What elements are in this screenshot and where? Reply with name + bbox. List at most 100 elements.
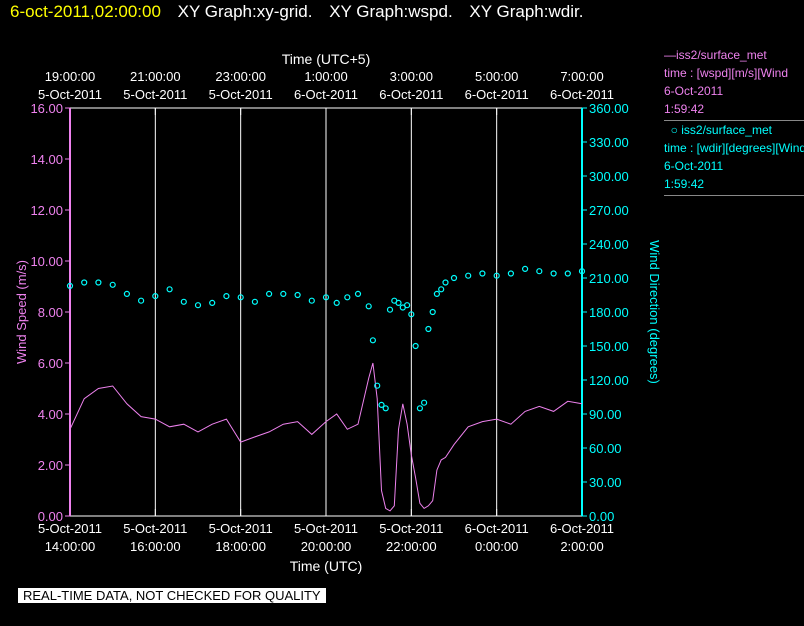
top-tick-date: 6-Oct-2011 (379, 87, 443, 102)
x-tick-time: 2:00:00 (560, 539, 603, 554)
wind-direction-point (308, 297, 315, 304)
wind-direction-point (465, 272, 472, 279)
x-tick-time: 14:00:00 (45, 539, 96, 554)
top-tick-date: 6-Oct-2011 (550, 87, 614, 102)
x-tick-time: 0:00:00 (475, 539, 518, 554)
y-left-tick-label: 0.00 (38, 509, 63, 524)
y-left-tick-label: 6.00 (38, 356, 63, 371)
legend-wdir-time: 1:59:42 (664, 177, 705, 191)
y-right-tick-label: 60.00 (589, 441, 622, 456)
legend-wdir-source: iss2/surface_met (681, 123, 772, 137)
wind-direction-point (438, 286, 445, 293)
x-tick-date: 6-Oct-2011 (550, 521, 614, 536)
legend: —iss2/surface_met time : [wspd][m/s][Win… (664, 46, 804, 196)
wind-direction-point (429, 308, 436, 316)
x-tick-time: 16:00:00 (130, 539, 181, 554)
x-tick-date: 6-Oct-2011 (465, 521, 529, 536)
legend-entry-wspd: —iss2/surface_met time : [wspd][m/s][Win… (664, 46, 804, 121)
x-tick-time: 22:00:00 (386, 539, 437, 554)
top-tick-time: 5:00:00 (475, 69, 518, 84)
x-tick-date: 5-Oct-2011 (294, 521, 358, 536)
legend-line-icon: — (664, 48, 676, 62)
wind-direction-point (251, 298, 258, 305)
wind-direction-point (386, 306, 394, 313)
wind-direction-point (209, 299, 216, 306)
y-left-tick-label: 14.00 (30, 152, 63, 167)
y-left-tick-label: 16.00 (30, 101, 63, 116)
y-left-tick-label: 12.00 (30, 203, 63, 218)
top-tick-time: 3:00:00 (390, 69, 433, 84)
y-right-tick-label: 180.00 (589, 305, 629, 320)
wind-direction-point (433, 290, 440, 297)
wind-direction-point (152, 293, 159, 300)
x-tick-time: 20:00:00 (301, 539, 352, 554)
wind-direction-point (536, 268, 543, 275)
legend-wspd-source: iss2/surface_met (676, 48, 767, 62)
wind-direction-point (564, 270, 571, 277)
y-right-tick-label: 330.00 (589, 135, 629, 150)
wind-direction-point (66, 282, 74, 289)
wind-direction-point (479, 270, 486, 277)
wind-direction-point (382, 405, 389, 412)
wind-direction-point (344, 294, 351, 301)
y-axis-label-left: Wind Speed (m/s) (14, 260, 29, 364)
x-tick-date: 5-Oct-2011 (379, 521, 443, 536)
wind-direction-point (322, 294, 330, 301)
wind-direction-point (521, 265, 529, 272)
wind-direction-point (450, 274, 458, 282)
y-right-tick-label: 240.00 (589, 237, 629, 252)
header-date-time: 6-oct-2011,02:00:00 (10, 2, 161, 21)
wind-direction-point (369, 337, 376, 344)
wind-direction-point (194, 302, 202, 309)
wind-direction-point (412, 342, 419, 350)
header-graph-wspd: XY Graph:wspd. (329, 2, 453, 21)
y-right-tick-label: 120.00 (589, 373, 629, 388)
y-left-tick-label: 4.00 (38, 407, 63, 422)
wind-direction-point (166, 286, 173, 293)
y-right-tick-label: 270.00 (589, 203, 629, 218)
wind-direction-point (374, 382, 381, 389)
legend-entry-wdir: ○ iss2/surface_met time : [wdir][degrees… (664, 121, 804, 196)
wind-direction-point (354, 290, 362, 297)
top-tick-time: 21:00:00 (130, 69, 181, 84)
top-tick-time: 23:00:00 (215, 69, 266, 84)
wind-direction-point (81, 279, 88, 286)
wind-direction-point (280, 290, 287, 297)
wind-direction-point (421, 399, 428, 406)
legend-wdir-variable: time : [wdir][degrees][Wind (664, 141, 804, 155)
header-graph-xy-grid: XY Graph:xy-grid. (177, 2, 313, 21)
wind-direction-point (378, 401, 385, 408)
top-tick-time: 1:00:00 (304, 69, 347, 84)
chart-header: 6-oct-2011,02:00:00 XY Graph:xy-grid. XY… (10, 2, 583, 22)
wind-direction-point (550, 270, 557, 277)
y-right-tick-label: 150.00 (589, 339, 629, 354)
wind-direction-point (266, 290, 273, 297)
x-axis-label-bottom: Time (UTC) (290, 558, 363, 574)
top-tick-date: 5-Oct-2011 (38, 87, 102, 102)
x-axis-label-top: Time (UTC+5) (282, 51, 371, 67)
legend-wspd-time: 1:59:42 (664, 102, 705, 116)
top-tick-time: 19:00:00 (45, 69, 96, 84)
wind-direction-point (223, 293, 230, 300)
y-axis-label-right: Wind Direction (degrees) (647, 240, 662, 384)
legend-wdir-date: 6-Oct-2011 (664, 159, 724, 173)
x-tick-time: 18:00:00 (215, 539, 266, 554)
wind-direction-point (507, 270, 514, 277)
wind-direction-point (109, 281, 116, 288)
wind-direction-point (442, 279, 449, 286)
wind-speed-line (69, 362, 583, 512)
x-tick-date: 5-Oct-2011 (123, 521, 187, 536)
wind-direction-point (493, 272, 500, 279)
top-tick-time: 7:00:00 (560, 69, 603, 84)
x-tick-date: 5-Oct-2011 (209, 521, 273, 536)
legend-circle-icon: ○ (664, 123, 682, 137)
wind-direction-point (95, 279, 102, 286)
y-left-tick-label: 2.00 (38, 458, 63, 473)
y-right-tick-label: 210.00 (589, 271, 629, 286)
y-left-tick-label: 8.00 (38, 305, 63, 320)
wind-direction-point (395, 299, 402, 306)
wind-direction-point (408, 311, 415, 318)
y-right-tick-label: 30.00 (589, 475, 622, 490)
wind-direction-point (123, 290, 131, 297)
